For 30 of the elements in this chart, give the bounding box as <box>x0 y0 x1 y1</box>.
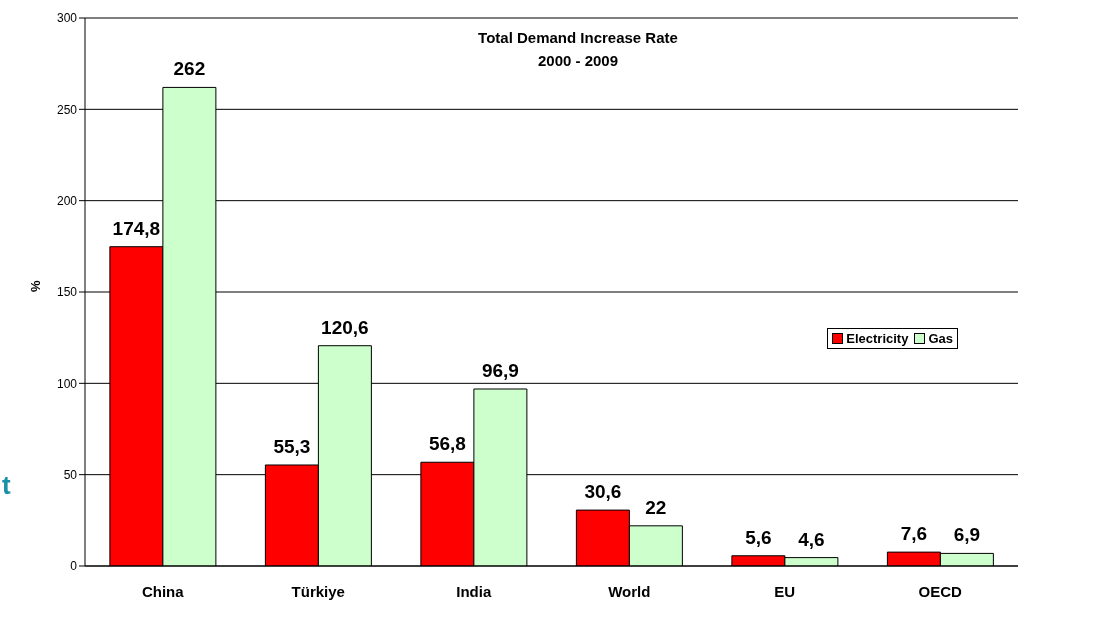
text: t <box>2 470 11 501</box>
x-tick-label: Türkiye <box>291 582 345 600</box>
legend-label: Gas <box>927 331 953 346</box>
y-tick-label: 150 <box>56 285 78 300</box>
legend-label: Electricity <box>845 331 909 346</box>
x-tick-label: OECD <box>918 582 963 600</box>
data-label: 5,6 <box>745 526 772 548</box>
text: Total Demand Increase Rate 2000 - 2009 <box>477 28 679 71</box>
data-label: 56,8 <box>428 433 466 455</box>
x-tick-label: World <box>608 582 651 600</box>
x-tick-label: China <box>141 582 185 600</box>
y-tick-label: 300 <box>56 11 78 26</box>
y-tick-label: 100 <box>56 376 78 391</box>
data-label: 6,9 <box>953 524 981 546</box>
data-label: 174,8 <box>112 217 161 239</box>
y-tick-label: 200 <box>56 193 78 208</box>
y-tick-label: 0 <box>70 559 78 574</box>
y-tick-label: 50 <box>63 467 78 482</box>
data-label: 120,6 <box>321 316 369 338</box>
data-label: 262 <box>173 58 206 80</box>
data-label: 22 <box>645 496 667 518</box>
x-tick-label: India <box>456 582 492 600</box>
data-label: 4,6 <box>798 528 825 550</box>
data-label: 96,9 <box>481 360 519 381</box>
y-tick-label: 250 <box>56 102 78 117</box>
data-label: 30,6 <box>584 481 622 503</box>
data-label: 55,3 <box>273 435 311 457</box>
data-label: 7,6 <box>900 523 928 545</box>
x-tick-label: EU <box>774 582 796 600</box>
y-axis-title: % <box>27 280 43 292</box>
